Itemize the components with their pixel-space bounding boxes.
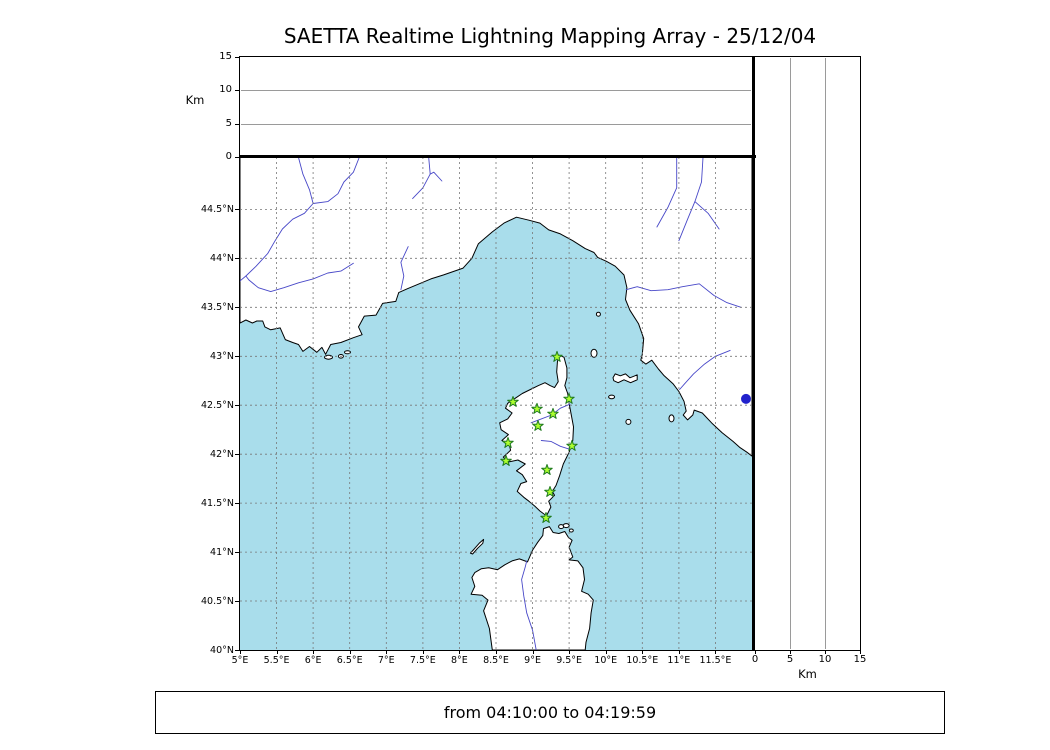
map-top-divider bbox=[239, 155, 756, 158]
map-panel bbox=[239, 156, 753, 651]
islet bbox=[625, 418, 632, 425]
time-range-box: from 04:10:00 to 04:19:59 bbox=[155, 691, 945, 734]
islet bbox=[562, 523, 570, 529]
landmass bbox=[240, 157, 752, 457]
lon-tick-label: 10.5°E bbox=[626, 655, 659, 666]
altitude-latitude-panel bbox=[754, 56, 861, 651]
top-panel-km-label: Km bbox=[185, 93, 205, 107]
station-marker bbox=[500, 455, 512, 466]
km-tick-label: 10 bbox=[818, 654, 832, 665]
altitude-tick-label: 5 bbox=[225, 117, 232, 129]
river bbox=[298, 157, 314, 204]
lon-tick-label: 9.5°E bbox=[556, 655, 583, 666]
time-range-text: from 04:10:00 to 04:19:59 bbox=[443, 703, 657, 722]
river bbox=[240, 157, 360, 282]
landmass bbox=[499, 354, 574, 517]
station-marker bbox=[544, 486, 556, 497]
lon-tick-label: 11°E bbox=[667, 655, 691, 666]
river bbox=[412, 157, 431, 200]
km-tick-label: 0 bbox=[751, 654, 759, 665]
lat-tick-label: 41°N bbox=[210, 546, 234, 558]
map-right-divider bbox=[752, 56, 755, 651]
station-marker bbox=[532, 420, 544, 431]
station-marker bbox=[566, 439, 578, 451]
lat-tick-label: 44°N bbox=[210, 252, 234, 264]
km-tick-label: 15 bbox=[853, 654, 867, 665]
right-panel-km-label: Km bbox=[798, 667, 817, 681]
altitude-longitude-panel bbox=[239, 56, 753, 158]
station-marker bbox=[507, 396, 519, 407]
lon-tick-label: 6°E bbox=[304, 655, 322, 666]
lat-tick-label: 44.5°N bbox=[200, 203, 234, 215]
lat-tick-label: 42.5°N bbox=[200, 399, 234, 411]
landmass bbox=[612, 373, 638, 384]
lat-tick-label: 42°N bbox=[210, 448, 234, 460]
station-marker bbox=[540, 512, 552, 523]
altitude-tick-label: 0 bbox=[225, 151, 232, 162]
station-marker bbox=[563, 392, 575, 404]
river bbox=[521, 560, 537, 650]
figure-title: SAETTA Realtime Lightning Mapping Array … bbox=[283, 24, 817, 48]
islet bbox=[344, 350, 351, 355]
islet bbox=[595, 311, 601, 317]
river bbox=[656, 157, 678, 228]
islet bbox=[590, 348, 598, 358]
station-marker bbox=[541, 464, 553, 475]
lat-tick-label: 40°N bbox=[210, 644, 234, 656]
lon-tick-label: 5.5°E bbox=[263, 655, 290, 666]
lake-marker bbox=[741, 393, 751, 404]
km-tick-label: 5 bbox=[786, 654, 794, 665]
lon-tick-label: 8°E bbox=[451, 655, 468, 666]
lat-tick-label: 41.5°N bbox=[200, 497, 234, 509]
station-marker bbox=[547, 407, 559, 419]
lon-tick-label: 7.5°E bbox=[409, 655, 436, 666]
lat-tick-label: 40.5°N bbox=[200, 595, 234, 607]
lon-tick-label: 5°E bbox=[231, 655, 249, 666]
lon-tick-label: 6.5°E bbox=[336, 655, 363, 666]
river bbox=[429, 171, 443, 182]
river bbox=[245, 262, 354, 293]
lon-tick-label: 11.5°E bbox=[699, 655, 732, 666]
river bbox=[400, 246, 409, 291]
lon-tick-label: 10°E bbox=[594, 655, 618, 666]
river bbox=[540, 440, 571, 450]
map-canvas bbox=[240, 157, 752, 650]
river bbox=[679, 349, 731, 390]
islet bbox=[568, 528, 574, 533]
station-marker bbox=[531, 402, 543, 414]
river bbox=[625, 283, 742, 308]
lat-tick-label: 43.5°N bbox=[200, 301, 234, 313]
station-marker bbox=[551, 350, 563, 362]
islet bbox=[668, 414, 675, 423]
islet bbox=[324, 354, 333, 360]
altitude-tick-label: 15 bbox=[219, 51, 232, 62]
lon-tick-label: 9°E bbox=[524, 655, 541, 666]
lon-tick-label: 7°E bbox=[377, 655, 395, 666]
lon-tick-label: 8.5°E bbox=[483, 655, 509, 666]
station-marker bbox=[502, 437, 514, 448]
islet bbox=[608, 394, 616, 400]
lat-tick-label: 43°N bbox=[210, 350, 234, 362]
